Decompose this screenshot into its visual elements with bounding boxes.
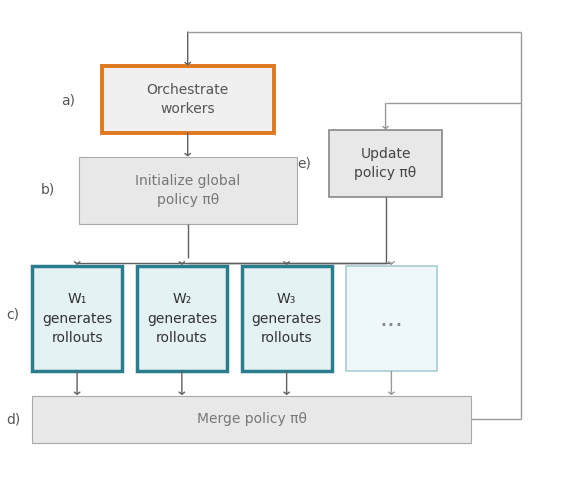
Text: d): d) [6,412,20,426]
Text: Merge policy πθ: Merge policy πθ [197,412,307,427]
Text: W₁
generates
rollouts: W₁ generates rollouts [42,292,112,345]
FancyBboxPatch shape [79,157,297,224]
Text: ...: ... [379,307,403,331]
Text: a): a) [61,94,75,108]
Text: W₂
generates
rollouts: W₂ generates rollouts [147,292,217,345]
Text: W₃
generates
rollouts: W₃ generates rollouts [251,292,322,345]
FancyBboxPatch shape [242,266,332,371]
Text: Initialize global
policy πθ: Initialize global policy πθ [135,174,240,208]
FancyBboxPatch shape [346,266,436,371]
FancyBboxPatch shape [32,396,471,443]
Text: Orchestrate
workers: Orchestrate workers [147,83,229,117]
Text: Update
policy πθ: Update policy πθ [354,147,417,181]
Text: c): c) [6,308,19,322]
FancyBboxPatch shape [137,266,227,371]
FancyBboxPatch shape [32,266,122,371]
Text: e): e) [297,156,311,170]
FancyBboxPatch shape [102,66,274,133]
FancyBboxPatch shape [329,130,442,197]
Text: b): b) [41,183,55,196]
